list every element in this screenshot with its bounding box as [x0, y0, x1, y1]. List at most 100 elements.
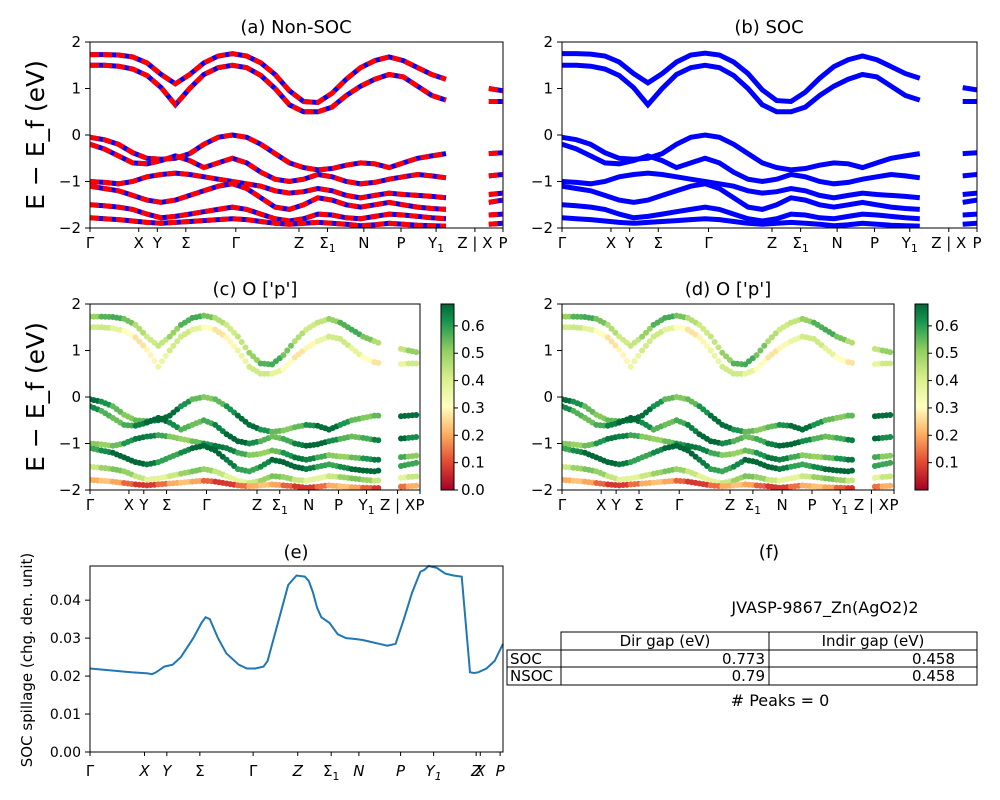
projected-band-point	[757, 362, 764, 369]
table-col-dir-gap: Dir gap (eV)	[620, 632, 711, 650]
projected-band-point	[639, 333, 646, 340]
projected-band-point	[700, 325, 707, 332]
y-tick-label-a: −2	[59, 219, 81, 237]
x-tick-label-a: X	[134, 234, 144, 252]
projected-band-point	[707, 347, 714, 354]
projected-band-point	[140, 342, 147, 349]
y-tick-label-b: 1	[543, 80, 553, 98]
projected-band-point	[639, 347, 646, 354]
y-tick-label-b: 0	[543, 126, 553, 144]
band-line	[962, 85, 977, 93]
projected-band-point	[753, 366, 760, 373]
y-tick-label-b: −1	[531, 173, 553, 191]
band-line	[562, 202, 920, 224]
projected-band-point	[174, 338, 181, 345]
band-line-spin-up	[488, 211, 503, 218]
projected-band-point	[280, 366, 287, 373]
axes-frame-e	[89, 565, 504, 753]
projected-band-point	[761, 358, 768, 365]
table-row-label-soc: SOC	[510, 650, 542, 668]
colorbar-tick-label: 0.4	[935, 372, 959, 390]
projected-band-point	[887, 482, 894, 489]
band-line	[562, 170, 921, 201]
projected-band-point	[849, 339, 855, 346]
projected-band-point	[280, 352, 287, 359]
projected-band-point	[704, 343, 710, 350]
projected-band-point	[849, 437, 855, 444]
title-d: (d) O ['p']	[685, 279, 771, 300]
projected-band-point	[887, 452, 894, 459]
band-line	[562, 50, 921, 105]
projected-band-point	[375, 437, 382, 444]
y-tick-label-a: 0	[71, 126, 81, 144]
band-plot-a: 2 1 0 −1 −2 Γ X Y Σ Γ Z Σ1 N P Y1 Z | X P	[59, 33, 508, 255]
colorbar-tick-label: 0.3	[461, 399, 485, 417]
projected-band-point	[159, 358, 166, 365]
projected-band-point	[413, 360, 420, 367]
projected-band-point	[288, 358, 294, 365]
colorbar-tick-label: 0.4	[461, 372, 485, 390]
projected-band-point	[887, 360, 894, 367]
x-tick-label-b: Z | X	[931, 234, 966, 252]
projected-band-point	[250, 353, 257, 360]
colorbar-tick-label: 0.2	[461, 426, 485, 444]
x-tick-label-a: Σ	[181, 234, 190, 252]
x-tick-label-a: Γ	[86, 234, 95, 252]
projected-band-point	[753, 352, 760, 359]
x-tick-label-b: Y1	[901, 234, 918, 255]
y-tick-label-d: 2	[543, 295, 553, 313]
x-tick-label-b: Σ	[654, 234, 663, 252]
x-tick-label-a: Y	[152, 234, 163, 252]
projected-band-point	[696, 334, 703, 341]
x-tick-label-a: Γ	[232, 234, 241, 252]
y-tick-label-e: 0.03	[50, 631, 81, 647]
x-tick-label-d: Σ	[634, 496, 643, 514]
x-tick-label-b: Σ1	[792, 234, 808, 255]
x-tick-label-a: Y1	[427, 234, 444, 255]
plot-area-c	[90, 312, 420, 490]
projected-band-point	[772, 330, 779, 337]
x-tick-label-c: P	[415, 496, 424, 514]
projected-band-point	[643, 342, 649, 349]
x-tick-label-c: Y1	[357, 496, 374, 517]
projected-band-point	[162, 352, 169, 359]
band-plot-b: 2 1 0 −1 −2 Γ X Y Σ Γ Z Σ1 N P Y1 Z | X P	[531, 33, 982, 255]
projected-band-point	[768, 334, 775, 341]
x-tick-label-c: Y	[138, 496, 149, 514]
band-line-spin-up	[90, 51, 447, 106]
x-tick-label-b: Γ	[558, 234, 567, 252]
x-tick-label-e: P	[496, 762, 506, 780]
band-line-spin-up	[488, 86, 503, 94]
projected-band-point	[849, 359, 855, 366]
projected-band-point	[299, 330, 306, 337]
projected-band-point	[723, 353, 730, 360]
projected-band-point	[608, 338, 615, 345]
projected-band-point	[620, 352, 627, 359]
x-tick-label-e: X	[138, 762, 150, 780]
table-cell-soc-indir: 0.458	[912, 650, 955, 668]
title-b: (b) SOC	[734, 17, 803, 38]
x-tick-label-a: P	[498, 234, 507, 252]
projected-band-point	[761, 342, 768, 349]
y-tick-label-e: 0.04	[50, 593, 81, 609]
title-c: (c) O ['p']	[213, 279, 298, 300]
colorbar-tick-label: 0.2	[935, 426, 959, 444]
table-footer: # Peaks = 0	[731, 691, 830, 710]
projected-band-point	[151, 358, 158, 364]
projected-band-point	[604, 334, 611, 341]
y-tick-label-d: −2	[531, 481, 553, 499]
band-line	[562, 181, 920, 212]
x-tick-label-d: Y	[611, 496, 622, 514]
colorbar-d: 0.6 0.5 0.4 0.3 0.2 0.1	[914, 303, 959, 491]
x-tick-label-e: Σ1	[323, 762, 339, 783]
projected-band-point	[711, 352, 718, 359]
projected-band-point	[646, 325, 653, 332]
band-line	[962, 190, 977, 197]
y-tick-label-b: 2	[543, 33, 553, 51]
x-tick-label-e: P	[396, 762, 406, 780]
x-tick-label-e: Σ	[195, 762, 204, 780]
projected-band-point	[887, 434, 894, 440]
projected-band-point	[174, 325, 181, 332]
x-tick-label-b: X	[606, 234, 616, 252]
projected-band-point	[231, 329, 238, 336]
